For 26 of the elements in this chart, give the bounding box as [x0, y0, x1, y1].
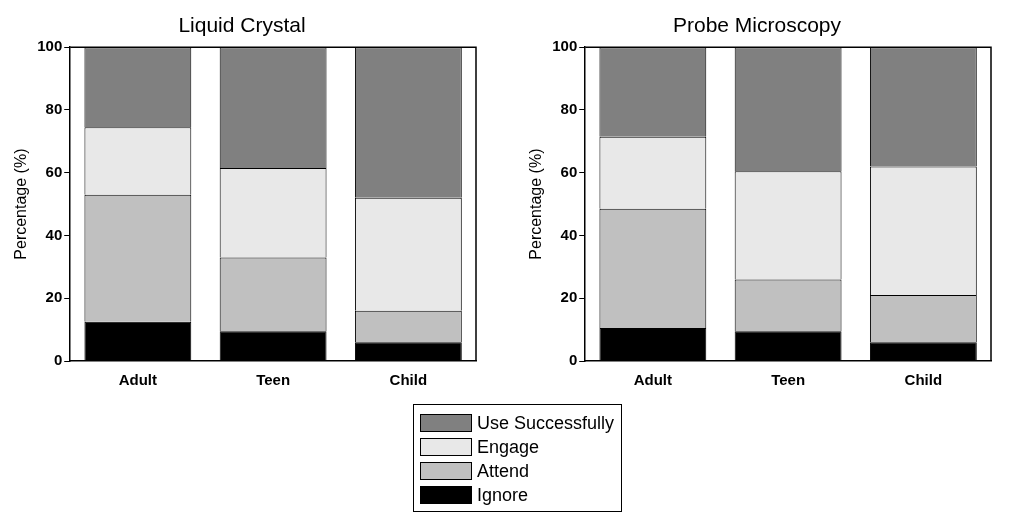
legend-label: Ignore — [477, 484, 529, 506]
y-tick-label: 100 — [37, 37, 63, 55]
chart-title: Liquid Crystal — [178, 13, 306, 37]
y-axis-title: Percentage (%) — [12, 148, 30, 260]
x-tick-label: Adult — [118, 371, 158, 389]
x-tick-label: Adult — [633, 371, 673, 389]
chart-title: Probe Microscopy — [672, 13, 842, 37]
legend-label: Use Successfully — [477, 412, 615, 434]
y-tick-label: 40 — [560, 225, 578, 243]
y-tick-label: 80 — [45, 100, 63, 118]
y-tick-label: 20 — [45, 288, 63, 306]
x-tick-label: Child — [389, 371, 428, 389]
x-tick-label: Teen — [771, 371, 806, 389]
x-tick-label: Child — [904, 371, 943, 389]
x-tick-label: Teen — [256, 371, 291, 389]
legend-label: Attend — [477, 460, 530, 482]
y-tick-label: 40 — [45, 225, 63, 243]
y-axis-title: Percentage (%) — [527, 148, 545, 260]
y-tick-label: 0 — [568, 351, 578, 369]
y-tick-label: 80 — [560, 100, 578, 118]
y-tick-label: 20 — [560, 288, 578, 306]
y-tick-label: 60 — [45, 162, 63, 180]
y-tick-label: 60 — [560, 162, 578, 180]
y-tick-label: 0 — [53, 351, 63, 369]
y-tick-label: 100 — [552, 37, 578, 55]
legend-label: Engage — [477, 436, 540, 458]
